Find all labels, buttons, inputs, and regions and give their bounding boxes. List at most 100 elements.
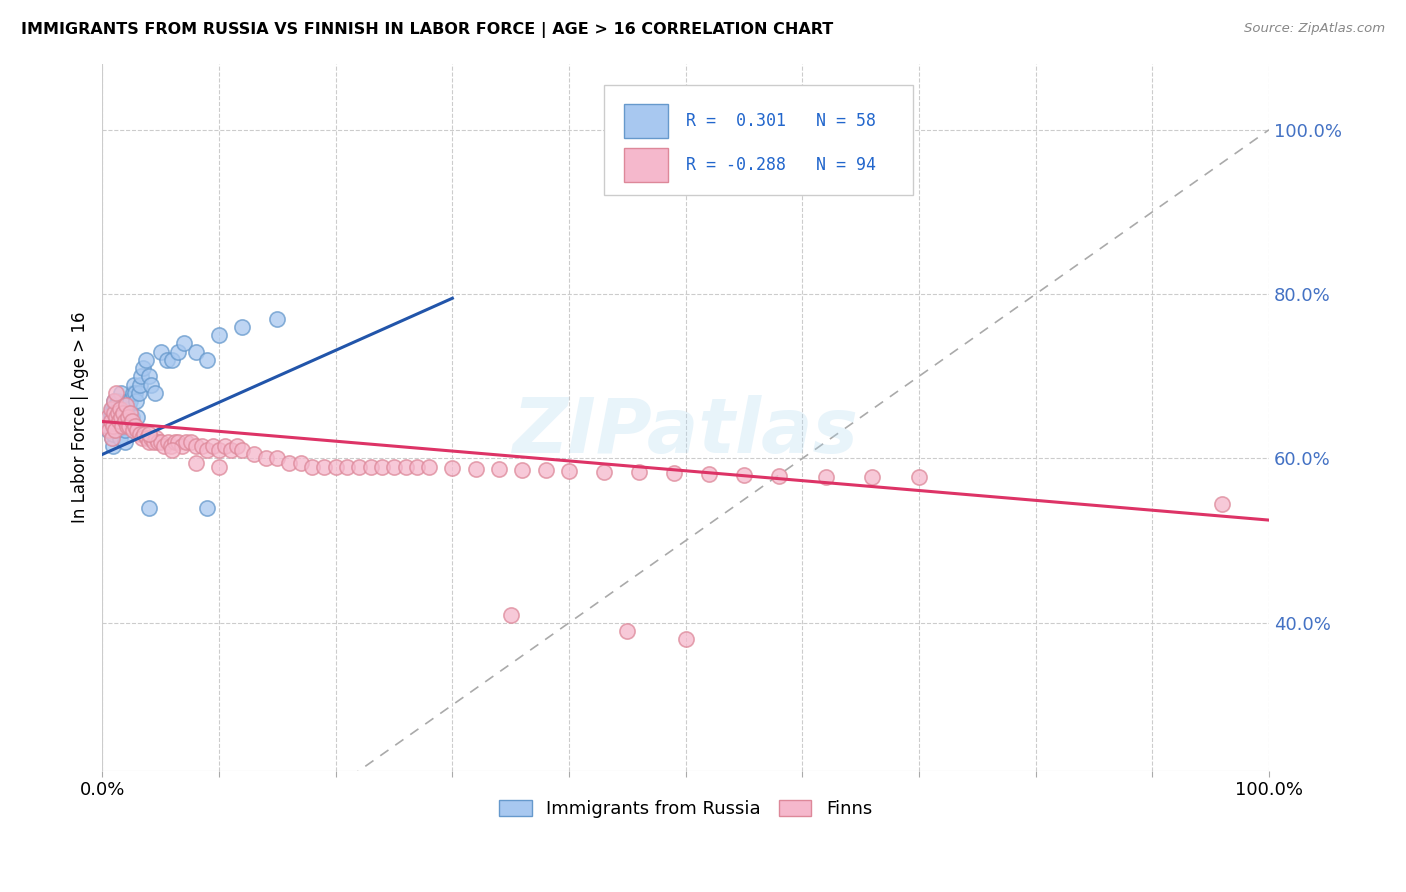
Point — [176, 435, 198, 450]
Point — [138, 426, 160, 441]
Point — [675, 632, 697, 647]
Point — [441, 461, 464, 475]
Point — [120, 393, 142, 408]
Point — [180, 435, 202, 450]
Point — [100, 431, 122, 445]
Point — [121, 415, 143, 429]
Point — [167, 435, 190, 450]
Point — [100, 406, 122, 420]
Point — [160, 439, 183, 453]
Point — [97, 423, 120, 437]
Point — [107, 406, 129, 420]
Point — [325, 459, 347, 474]
Point — [155, 352, 177, 367]
Point — [100, 402, 122, 417]
Point — [107, 393, 129, 408]
Point — [138, 369, 160, 384]
Point — [114, 398, 136, 412]
Point — [101, 418, 124, 433]
Point — [231, 320, 253, 334]
Point — [534, 463, 557, 477]
Point — [184, 456, 207, 470]
Point — [121, 410, 143, 425]
Point — [117, 393, 139, 408]
Point — [197, 500, 219, 515]
Point — [312, 459, 335, 474]
Point — [110, 385, 132, 400]
Legend: Immigrants from Russia, Finns: Immigrants from Russia, Finns — [492, 793, 879, 825]
Point — [243, 447, 266, 461]
Text: IMMIGRANTS FROM RUSSIA VS FINNISH IN LABOR FORCE | AGE > 16 CORRELATION CHART: IMMIGRANTS FROM RUSSIA VS FINNISH IN LAB… — [21, 22, 834, 38]
Point — [127, 410, 149, 425]
Point — [108, 402, 131, 417]
Point — [214, 439, 236, 453]
Point — [96, 418, 118, 433]
Point — [103, 406, 125, 420]
Point — [131, 431, 153, 445]
Point — [290, 456, 312, 470]
Point — [100, 410, 122, 425]
FancyBboxPatch shape — [605, 86, 912, 194]
Point — [118, 418, 141, 433]
Point — [121, 385, 143, 400]
Point — [107, 406, 129, 420]
Point — [104, 423, 127, 437]
Point — [98, 423, 121, 437]
Point — [129, 369, 152, 384]
Point — [143, 385, 166, 400]
Point — [170, 439, 193, 453]
Point — [105, 410, 128, 425]
Point — [100, 431, 122, 445]
Point — [202, 439, 225, 453]
Bar — [624, 104, 668, 138]
Point — [1211, 497, 1233, 511]
Point — [110, 410, 132, 425]
Point — [616, 624, 638, 638]
Point — [219, 443, 242, 458]
Point — [301, 459, 323, 474]
Point — [512, 463, 534, 477]
Point — [100, 415, 122, 429]
Point — [184, 344, 207, 359]
Point — [697, 467, 720, 481]
Point — [134, 426, 156, 441]
Point — [124, 385, 146, 400]
Point — [98, 418, 121, 433]
Point — [121, 423, 143, 437]
Point — [100, 402, 122, 417]
Point — [105, 398, 128, 412]
Point — [464, 462, 486, 476]
Point — [145, 431, 167, 445]
Point — [860, 469, 883, 483]
Point — [107, 415, 129, 429]
Point — [153, 439, 176, 453]
Point — [108, 431, 131, 445]
Point — [135, 352, 157, 367]
Point — [418, 459, 440, 474]
Text: R = -0.288   N = 94: R = -0.288 N = 94 — [686, 156, 876, 174]
Point — [111, 402, 134, 417]
Y-axis label: In Labor Force | Age > 16: In Labor Force | Age > 16 — [72, 311, 89, 523]
Point — [104, 423, 127, 437]
Point — [360, 459, 382, 474]
Point — [138, 500, 160, 515]
Point — [112, 406, 135, 420]
Point — [110, 410, 132, 425]
Point — [149, 344, 172, 359]
Point — [593, 465, 616, 479]
Point — [225, 439, 247, 453]
Point — [208, 443, 231, 458]
Point — [142, 435, 165, 450]
Point — [190, 439, 212, 453]
Point — [118, 402, 141, 417]
Point — [103, 418, 125, 433]
Point — [336, 459, 359, 474]
Point — [768, 468, 790, 483]
Point — [101, 439, 124, 453]
Point — [125, 393, 148, 408]
Point — [114, 406, 136, 420]
Point — [149, 435, 172, 450]
Point — [105, 385, 128, 400]
Point — [733, 467, 755, 482]
Point — [156, 435, 179, 450]
